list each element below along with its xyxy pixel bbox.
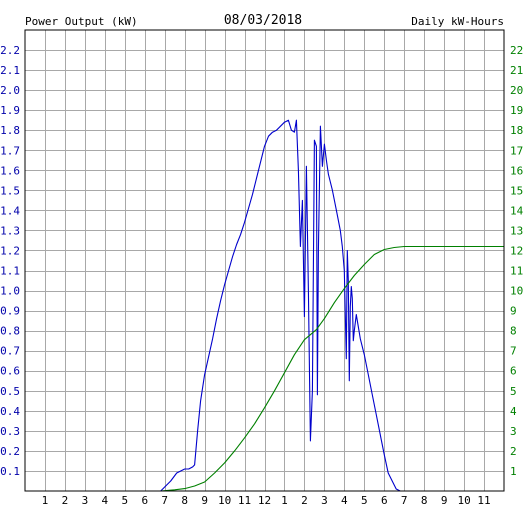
- left-tick-label: 0.8: [0, 325, 20, 338]
- right-tick-label: 1: [510, 465, 517, 478]
- left-tick-label: 1.0: [0, 285, 20, 298]
- right-tick-label: 4: [510, 405, 517, 418]
- x-tick-label: 2: [301, 494, 308, 507]
- left-tick-label: 0.2: [0, 445, 20, 458]
- left-tick-label: 1.9: [0, 104, 20, 117]
- right-tick-label: 13: [510, 224, 523, 237]
- right-tick-label: 16: [510, 164, 523, 177]
- x-tick-label: 6: [141, 494, 148, 507]
- right-tick-label: 2: [510, 445, 517, 458]
- left-tick-label: 0.3: [0, 425, 20, 438]
- right-tick-label: 22: [510, 44, 523, 57]
- right-tick-label: 11: [510, 265, 523, 278]
- right-tick-label: 6: [510, 365, 517, 378]
- right-tick-label: 8: [510, 325, 517, 338]
- x-tick-label: 8: [181, 494, 188, 507]
- right-tick-label: 19: [510, 104, 523, 117]
- x-tick-label: 6: [381, 494, 388, 507]
- x-tick-label: 11: [238, 494, 251, 507]
- power-output-line: [160, 119, 401, 492]
- right-tick-label: 12: [510, 244, 523, 257]
- left-tick-label: 1.8: [0, 124, 20, 137]
- x-tick-label: 4: [102, 494, 109, 507]
- left-tick-label: 0.9: [0, 305, 20, 318]
- daily-kwh-line: [160, 245, 504, 492]
- right-tick-label: 9: [510, 305, 517, 318]
- left-tick-label: 0.6: [0, 365, 20, 378]
- x-tick-label: 12: [258, 494, 271, 507]
- plot-frame: [24, 29, 505, 492]
- x-tick-label: 11: [477, 494, 490, 507]
- right-tick-label: 3: [510, 425, 517, 438]
- x-tick-label: 3: [82, 494, 89, 507]
- left-tick-label: 2.2: [0, 44, 20, 57]
- x-tick-label: 7: [161, 494, 168, 507]
- left-tick-label: 0.7: [0, 345, 20, 358]
- x-tick-label: 8: [421, 494, 428, 507]
- x-tick-label: 10: [457, 494, 470, 507]
- left-tick-label: 1.5: [0, 184, 20, 197]
- left-tick-label: 2.0: [0, 84, 20, 97]
- x-tick-labels: 1 2 3 4 5 6 7 8 9 10 11 12 1 2 3 4 5 6 7 8 9 10 11: [42, 494, 491, 507]
- left-tick-label: 1.3: [0, 224, 20, 237]
- left-tick-labels: 0.1 0.2 0.3 0.4 0.5 0.6 0.7 0.8 0.9 1.0 1.1 1.2 1.3 1…: [0, 44, 20, 478]
- x-tick-label: 10: [218, 494, 231, 507]
- x-tick-label: 2: [62, 494, 69, 507]
- x-tick-label: 3: [321, 494, 328, 507]
- left-tick-label: 2.1: [0, 64, 20, 77]
- right-tick-label: 5: [510, 385, 517, 398]
- right-tick-label: 7: [510, 345, 517, 358]
- chart-title: 08/03/2018: [224, 13, 302, 28]
- series-lines: [160, 119, 504, 492]
- left-tick-label: 1.7: [0, 144, 20, 157]
- left-tick-label: 0.4: [0, 405, 20, 418]
- left-tick-label: 1.6: [0, 164, 20, 177]
- right-tick-label: 10: [510, 285, 523, 298]
- right-tick-label: 17: [510, 144, 523, 157]
- x-tick-label: 1: [42, 494, 49, 507]
- x-tick-label: 5: [121, 494, 128, 507]
- x-tick-label: 9: [441, 494, 448, 507]
- x-tick-label: 1: [281, 494, 288, 507]
- right-axis-label: Daily kW-Hours: [411, 15, 504, 28]
- x-tick-label: 5: [361, 494, 368, 507]
- left-tick-label: 0.5: [0, 385, 20, 398]
- right-tick-label: 15: [510, 184, 523, 197]
- left-tick-label: 0.1: [0, 465, 20, 478]
- left-tick-label: 1.1: [0, 265, 20, 278]
- left-tick-label: 1.4: [0, 204, 20, 217]
- right-tick-label: 14: [510, 204, 524, 217]
- plot-background: [25, 30, 504, 491]
- right-tick-label: 20: [510, 84, 523, 97]
- left-axis-label: Power Output (kW): [25, 15, 138, 28]
- left-tick-label: 1.2: [0, 244, 20, 257]
- grid-lines: [25, 30, 504, 491]
- x-tick-label: 9: [201, 494, 208, 507]
- x-tick-label: 7: [401, 494, 408, 507]
- right-tick-label: 18: [510, 124, 523, 137]
- right-tick-label: 21: [510, 64, 523, 77]
- x-tick-label: 4: [341, 494, 348, 507]
